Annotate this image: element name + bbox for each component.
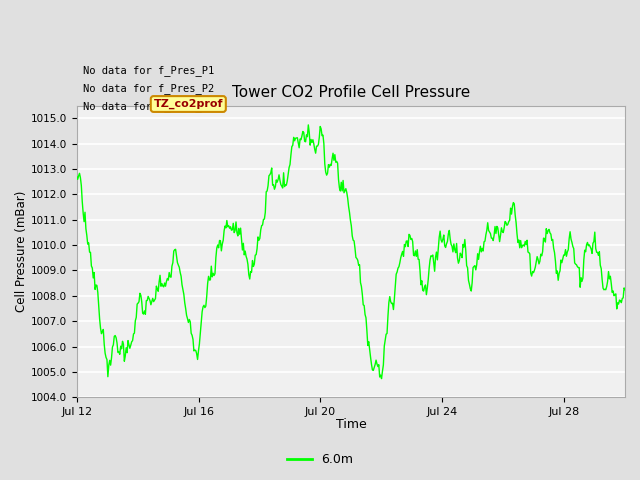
Text: TZ_co2prof: TZ_co2prof xyxy=(154,99,223,109)
Text: No data for f_Pres_P4: No data for f_Pres_P4 xyxy=(83,101,214,112)
X-axis label: Time: Time xyxy=(335,419,366,432)
Text: No data for f_Pres_P2: No data for f_Pres_P2 xyxy=(83,83,214,94)
Title: Tower CO2 Profile Cell Pressure: Tower CO2 Profile Cell Pressure xyxy=(232,85,470,100)
Y-axis label: Cell Pressure (mBar): Cell Pressure (mBar) xyxy=(15,191,28,312)
Legend: 6.0m: 6.0m xyxy=(282,448,358,471)
Text: No data for f_Pres_P1: No data for f_Pres_P1 xyxy=(83,65,214,76)
